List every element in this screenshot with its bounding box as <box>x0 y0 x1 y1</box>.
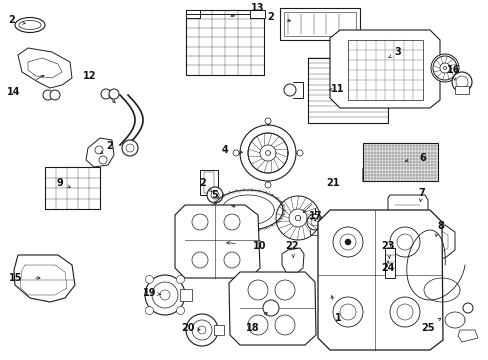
Bar <box>384 248 394 278</box>
Bar <box>180 289 192 301</box>
Circle shape <box>109 89 119 99</box>
Bar <box>44 167 99 209</box>
Bar <box>454 86 468 94</box>
Circle shape <box>389 297 419 327</box>
Text: 2: 2 <box>9 15 15 25</box>
Circle shape <box>430 54 458 82</box>
Text: 18: 18 <box>245 323 259 333</box>
Polygon shape <box>457 330 477 342</box>
Text: 16: 16 <box>447 65 460 75</box>
Polygon shape <box>249 10 264 18</box>
Polygon shape <box>394 225 454 258</box>
Polygon shape <box>86 138 114 167</box>
Circle shape <box>306 214 323 230</box>
Circle shape <box>332 297 362 327</box>
Polygon shape <box>329 30 439 108</box>
Polygon shape <box>282 248 304 272</box>
Text: 6: 6 <box>419 153 426 163</box>
Polygon shape <box>228 272 315 345</box>
Bar <box>347 40 422 100</box>
Circle shape <box>176 275 184 283</box>
Circle shape <box>232 150 239 156</box>
Circle shape <box>43 90 53 100</box>
Circle shape <box>274 315 294 335</box>
Bar <box>185 9 264 75</box>
Circle shape <box>185 314 218 346</box>
Text: 14: 14 <box>7 87 20 97</box>
Circle shape <box>122 140 138 156</box>
Circle shape <box>247 280 267 300</box>
Bar <box>214 325 224 335</box>
Polygon shape <box>175 205 260 278</box>
Bar <box>280 8 359 40</box>
Circle shape <box>462 303 472 313</box>
Polygon shape <box>18 48 72 88</box>
Text: 15: 15 <box>9 273 23 283</box>
Bar <box>362 143 437 181</box>
Bar <box>307 58 387 122</box>
Text: 1: 1 <box>334 313 341 323</box>
Circle shape <box>206 187 223 203</box>
Text: 21: 21 <box>325 178 339 188</box>
Circle shape <box>192 252 207 268</box>
Text: 20: 20 <box>181 323 194 333</box>
Text: 7: 7 <box>418 188 425 198</box>
Circle shape <box>101 89 111 99</box>
Polygon shape <box>317 210 442 350</box>
Circle shape <box>176 307 184 315</box>
Circle shape <box>451 72 471 92</box>
Ellipse shape <box>15 18 45 32</box>
Circle shape <box>145 275 184 315</box>
Circle shape <box>389 227 419 257</box>
Text: 24: 24 <box>381 263 394 273</box>
Circle shape <box>224 214 240 230</box>
Circle shape <box>192 214 207 230</box>
Text: 5: 5 <box>211 190 218 200</box>
Circle shape <box>332 227 362 257</box>
Text: 2: 2 <box>106 141 113 151</box>
Circle shape <box>247 315 267 335</box>
Circle shape <box>50 90 60 100</box>
Text: 13: 13 <box>251 3 264 13</box>
Polygon shape <box>185 10 200 18</box>
Text: 22: 22 <box>285 241 298 251</box>
Text: 8: 8 <box>437 221 444 231</box>
Circle shape <box>145 307 153 315</box>
Circle shape <box>224 252 240 268</box>
Bar <box>200 170 218 195</box>
Circle shape <box>263 300 279 316</box>
Text: 23: 23 <box>381 241 394 251</box>
Circle shape <box>264 118 270 124</box>
Circle shape <box>345 239 350 245</box>
Text: 2: 2 <box>199 178 206 188</box>
Text: 4: 4 <box>221 145 228 155</box>
Circle shape <box>145 275 153 283</box>
Text: 17: 17 <box>308 211 322 221</box>
Text: 2: 2 <box>267 12 274 22</box>
Text: 3: 3 <box>394 47 401 57</box>
Text: 11: 11 <box>330 84 344 94</box>
Text: 12: 12 <box>83 71 97 81</box>
Circle shape <box>296 150 303 156</box>
Text: 25: 25 <box>420 323 434 333</box>
Text: 19: 19 <box>143 288 157 298</box>
Bar <box>284 12 355 36</box>
Polygon shape <box>14 255 75 302</box>
Polygon shape <box>387 195 427 215</box>
Text: 10: 10 <box>253 241 266 251</box>
Text: 9: 9 <box>57 178 63 188</box>
Circle shape <box>240 125 295 181</box>
Circle shape <box>274 280 294 300</box>
Circle shape <box>264 182 270 188</box>
Circle shape <box>284 84 295 96</box>
